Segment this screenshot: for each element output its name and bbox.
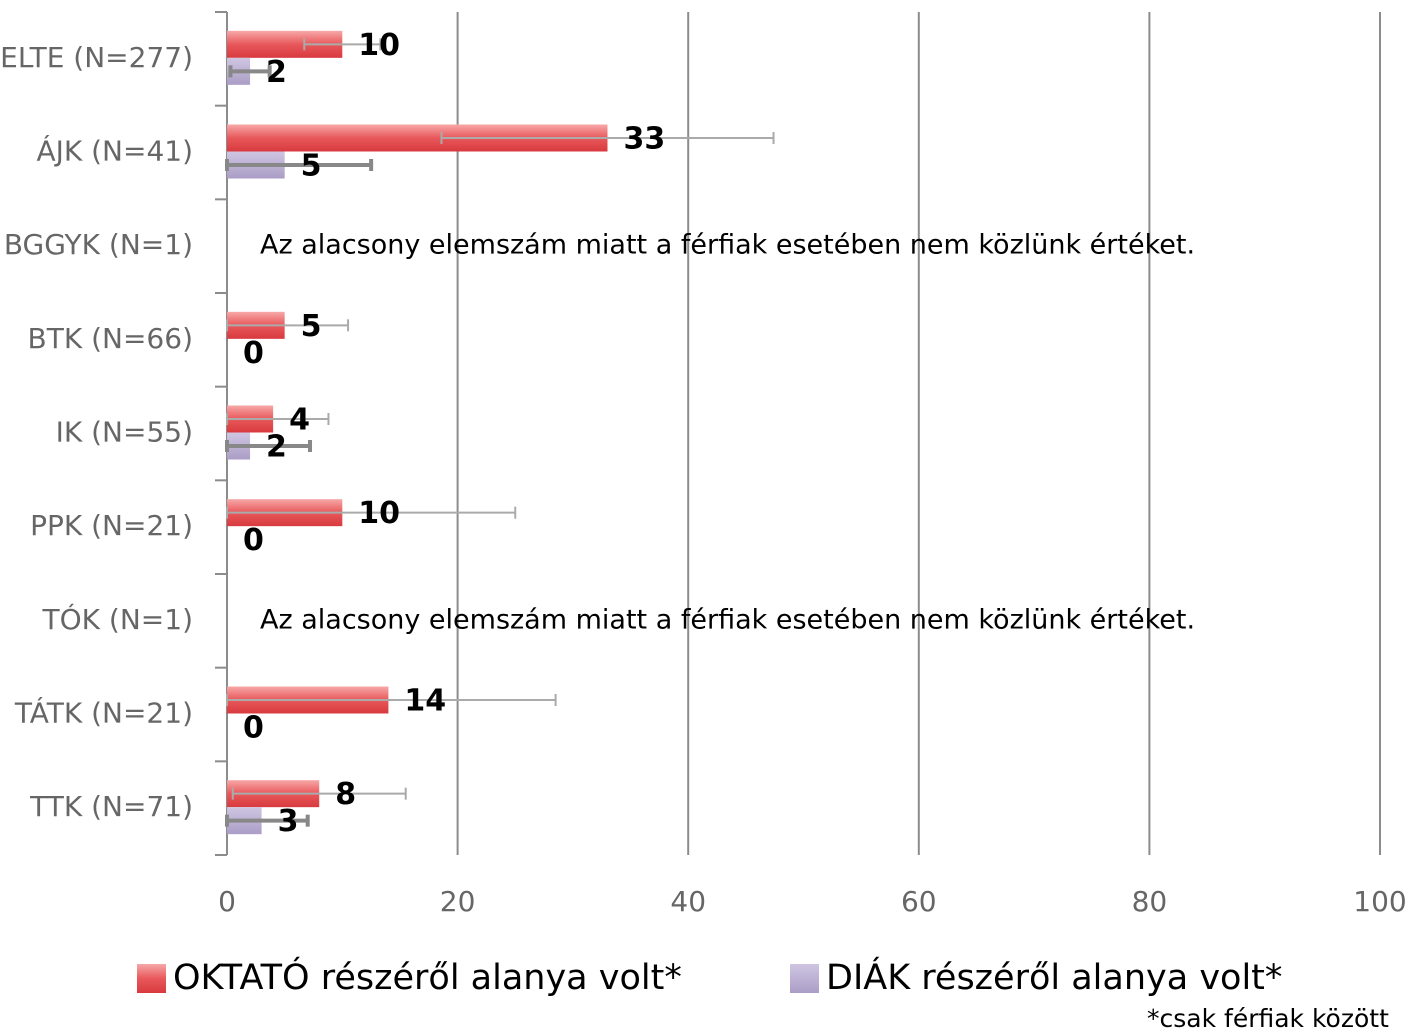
- error-bar: [226, 413, 330, 425]
- data-label: 2: [266, 430, 287, 465]
- data-label: 0: [243, 523, 264, 558]
- y-tick-label: IK (N=55): [56, 416, 193, 449]
- error-bar: [226, 694, 557, 706]
- legend-label: OKTATÓ részéről alanya volt*: [173, 956, 682, 998]
- y-tick-label: ÁJK (N=41): [36, 134, 193, 168]
- y-tick-label: BGGYK (N=1): [4, 228, 193, 261]
- data-label: 33: [623, 122, 665, 157]
- error-bar: [225, 159, 374, 171]
- error-bar: [225, 440, 313, 452]
- data-label: 10: [358, 28, 400, 63]
- data-label: 0: [243, 711, 264, 746]
- y-tick-label: ELTE (N=277): [0, 41, 193, 74]
- data-label: 0: [243, 336, 264, 371]
- error-bar: [440, 132, 775, 144]
- data-label: 5: [301, 309, 322, 344]
- data-label: 10: [358, 496, 400, 531]
- error-bar: [226, 319, 350, 332]
- x-tick-label: 60: [901, 885, 937, 918]
- y-tick-label: TÁTK (N=21): [14, 696, 193, 730]
- error-bar: [303, 38, 382, 51]
- data-label: 4: [289, 403, 310, 438]
- data-label: 8: [335, 777, 356, 812]
- legend-swatch: [790, 964, 819, 993]
- annotation: Az alacsony elemszám miatt a férfiak ese…: [260, 604, 1195, 635]
- data-label: 5: [301, 149, 322, 184]
- legend-label: DIÁK részéről alanya volt*: [826, 956, 1282, 998]
- annotation: Az alacsony elemszám miatt a férfiak ese…: [260, 230, 1195, 261]
- y-tick-label: BTK (N=66): [28, 322, 193, 355]
- x-tick-label: 40: [670, 885, 706, 918]
- error-bar: [226, 506, 517, 519]
- error-bar: [228, 65, 272, 78]
- x-tick-label: 0: [218, 885, 236, 918]
- error-bar: [225, 814, 310, 827]
- legend-swatch: [137, 964, 166, 993]
- x-tick-label: 100: [1353, 885, 1406, 918]
- y-tick-label: TÓK (N=1): [42, 602, 193, 636]
- data-label: 3: [278, 804, 299, 839]
- data-label: 14: [404, 684, 446, 719]
- y-tick-label: PPK (N=21): [30, 509, 193, 542]
- y-tick-label: TTK (N=71): [29, 790, 193, 823]
- data-label: 2: [266, 55, 287, 90]
- error-bar: [231, 787, 407, 800]
- x-tick-label: 20: [440, 885, 476, 918]
- x-tick-label: 80: [1132, 885, 1168, 918]
- footnote: *csak férfiak között: [1147, 1004, 1389, 1033]
